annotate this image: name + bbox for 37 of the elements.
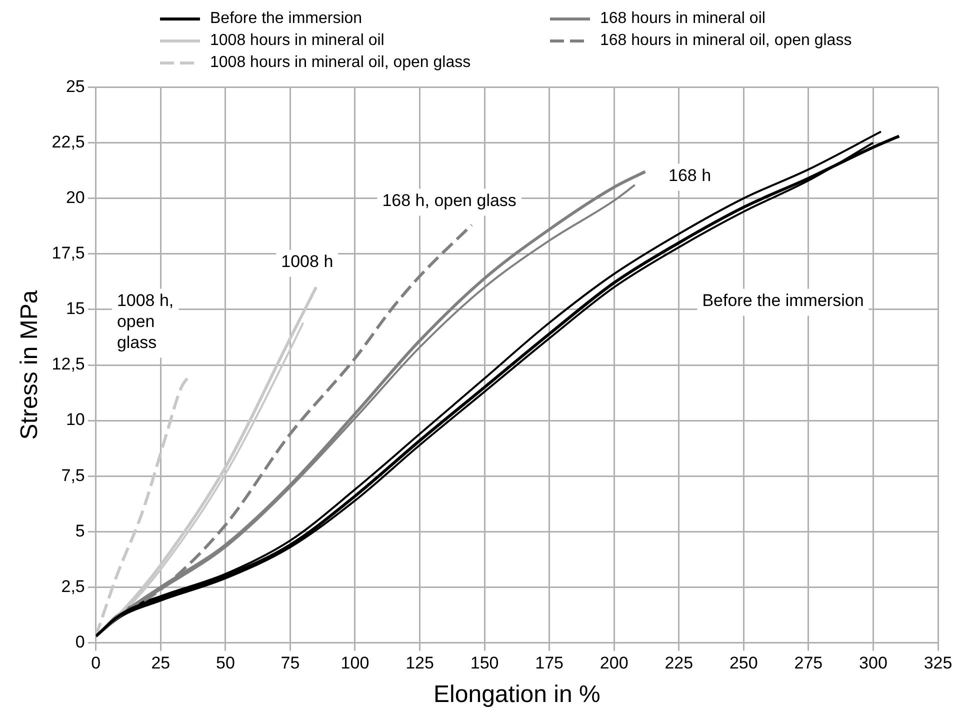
annotation: 1008 h [281, 252, 334, 272]
y-tick-label: 0 [75, 632, 85, 652]
y-tick-label: 2,5 [61, 576, 85, 596]
y-tick-label: 10 [66, 410, 85, 430]
y-tick-label: 12,5 [52, 354, 85, 374]
x-tick-label: 250 [729, 654, 758, 673]
annotation: 1008 h, open glass [116, 290, 174, 352]
legend-label: 168 hours in mineral oil [600, 10, 766, 28]
y-tick-label: 7,5 [61, 466, 85, 485]
x-tick-label: 300 [859, 654, 888, 673]
x-tick-label: 0 [91, 654, 101, 673]
y-tick-label: 20 [66, 188, 85, 208]
x-tick-label: 200 [600, 654, 628, 673]
y-tick-label: 5 [75, 521, 85, 540]
annotation: 168 h [668, 166, 712, 185]
legend-label: 1008 hours in mineral oil, open glass [210, 54, 471, 72]
x-tick-label: 225 [664, 654, 694, 673]
x-tick-label: 150 [470, 654, 499, 673]
y-axis-title: Stress in MPa [16, 290, 44, 440]
x-axis-title: Elongation in % [434, 681, 600, 708]
y-tick-label: 22,5 [52, 132, 85, 152]
x-tick-label: 75 [280, 654, 300, 673]
legend-label: 168 hours in mineral oil, open glass [600, 32, 852, 50]
y-tick-label: 17,5 [52, 244, 85, 263]
x-tick-label: 175 [535, 654, 564, 673]
y-tick-label: 25 [66, 76, 85, 96]
legend-label: 1008 hours in mineral oil [210, 32, 384, 50]
x-tick-label: 50 [216, 654, 235, 673]
x-tick-label: 325 [924, 654, 952, 673]
y-tick-label: 15 [66, 299, 85, 318]
x-tick-label: 125 [406, 654, 434, 673]
x-tick-label: 275 [794, 654, 823, 673]
x-tick-label: 25 [151, 654, 170, 673]
annotation: Before the immersion [702, 290, 864, 310]
annotation: 168 h, open glass [382, 190, 516, 210]
x-tick-label: 100 [340, 654, 370, 673]
legend-label: Before the immersion [210, 10, 362, 28]
